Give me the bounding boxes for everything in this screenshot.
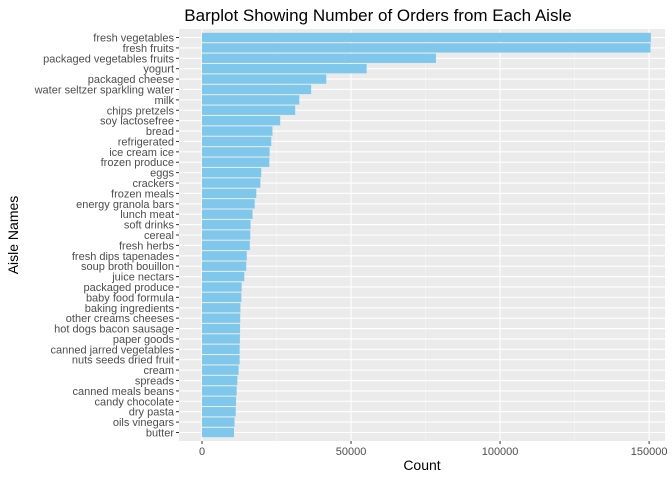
y-tick-label: water seltzer sparkling water (34, 84, 175, 96)
y-tick-label: fresh herbs (119, 240, 175, 252)
y-tick-label: milk (154, 95, 174, 107)
bar (202, 303, 241, 313)
y-tick-label: cereal (144, 230, 174, 242)
y-tick-label: spreads (135, 376, 175, 388)
y-tick-label: packaged produce (83, 282, 174, 294)
bar (202, 375, 238, 386)
bars (202, 32, 651, 438)
x-tick-label: 50000 (336, 446, 367, 458)
bar (202, 261, 247, 271)
bar (202, 115, 281, 126)
bar (202, 209, 253, 219)
y-tick-label: fresh vegetables (93, 33, 174, 45)
bar (202, 323, 241, 334)
bar (202, 157, 270, 167)
y-tick-label: hot dogs bacon sausage (54, 324, 174, 336)
bar (202, 271, 245, 282)
y-tick-label: crackers (132, 178, 174, 190)
y-tick-label: soft drinks (124, 220, 175, 232)
y-tick-label: packaged cheese (88, 74, 174, 86)
y-tick-label: canned meals beans (72, 386, 174, 398)
bar (202, 251, 247, 261)
bar (202, 64, 367, 74)
bar (202, 396, 237, 406)
bar (202, 417, 235, 427)
bar (202, 32, 651, 43)
bar (202, 167, 262, 178)
x-tick-label: 0 (199, 446, 205, 458)
y-tick-label: eggs (150, 168, 174, 180)
bar (202, 230, 251, 240)
bar (202, 427, 234, 438)
bar (202, 313, 241, 323)
bar (202, 178, 261, 188)
y-tick-label: ice cream ice (109, 147, 174, 159)
bar (202, 84, 312, 95)
x-tick-label: 100000 (482, 446, 519, 458)
y-axis-title: Aisle Names (5, 196, 21, 275)
y-tick-label: fresh dips tapenades (72, 251, 175, 263)
y-tick-label: refrigerated (118, 136, 174, 148)
chart-title: Barplot Showing Number of Orders from Ea… (184, 6, 571, 25)
bar (202, 355, 240, 365)
y-tick-label: oils vinegars (113, 417, 175, 429)
y-tick-label: baby food formula (86, 292, 175, 304)
bar (202, 407, 236, 417)
bar (202, 344, 240, 355)
bar (202, 365, 239, 375)
y-tick-label: frozen meals (111, 188, 174, 200)
y-tick-label: frozen produce (101, 157, 174, 169)
bar (202, 334, 240, 344)
x-ticks: 0 50000 100000 150000 (199, 441, 668, 458)
y-tick-label: soup broth bouillon (81, 261, 174, 273)
bar (202, 43, 651, 53)
x-axis-title: Count (403, 457, 440, 473)
y-tick-label: nuts seeds dried fruit (72, 355, 174, 367)
y-tick-label: baking ingredients (85, 303, 175, 315)
y-tick-label: canned jarred vegetables (50, 344, 174, 356)
bar (202, 147, 270, 157)
y-tick-label: paper goods (113, 334, 175, 346)
bar (202, 74, 327, 84)
bar (202, 199, 255, 209)
y-tick-label: dry pasta (129, 407, 175, 419)
y-tick-label: juice nectars (111, 272, 174, 284)
y-tick-label: butter (146, 428, 174, 440)
y-tick-label: yogurt (143, 64, 174, 76)
x-tick-label: 150000 (631, 446, 668, 458)
y-tick-label: lunch meat (120, 209, 174, 221)
y-tick-label: energy granola bars (76, 199, 174, 211)
y-tick-label: other creams cheeses (66, 313, 175, 325)
bar (202, 136, 272, 147)
y-tick-label: chips pretzels (107, 105, 175, 117)
bar (202, 53, 436, 63)
y-tick-label: bread (146, 126, 174, 138)
bar (202, 240, 250, 251)
bar (202, 105, 296, 115)
bar (202, 292, 242, 303)
bar (202, 386, 237, 396)
y-tick-label: soy lactosefree (100, 116, 174, 128)
bar (202, 219, 251, 230)
y-tick-label: cream (143, 365, 174, 377)
y-tick-label: candy chocolate (95, 396, 175, 408)
bar (202, 188, 257, 199)
y-tick-label: packaged vegetables fruits (43, 53, 174, 65)
y-tick-label: fresh fruits (123, 43, 175, 55)
bar (202, 282, 242, 292)
bar (202, 95, 300, 105)
bar (202, 126, 273, 136)
